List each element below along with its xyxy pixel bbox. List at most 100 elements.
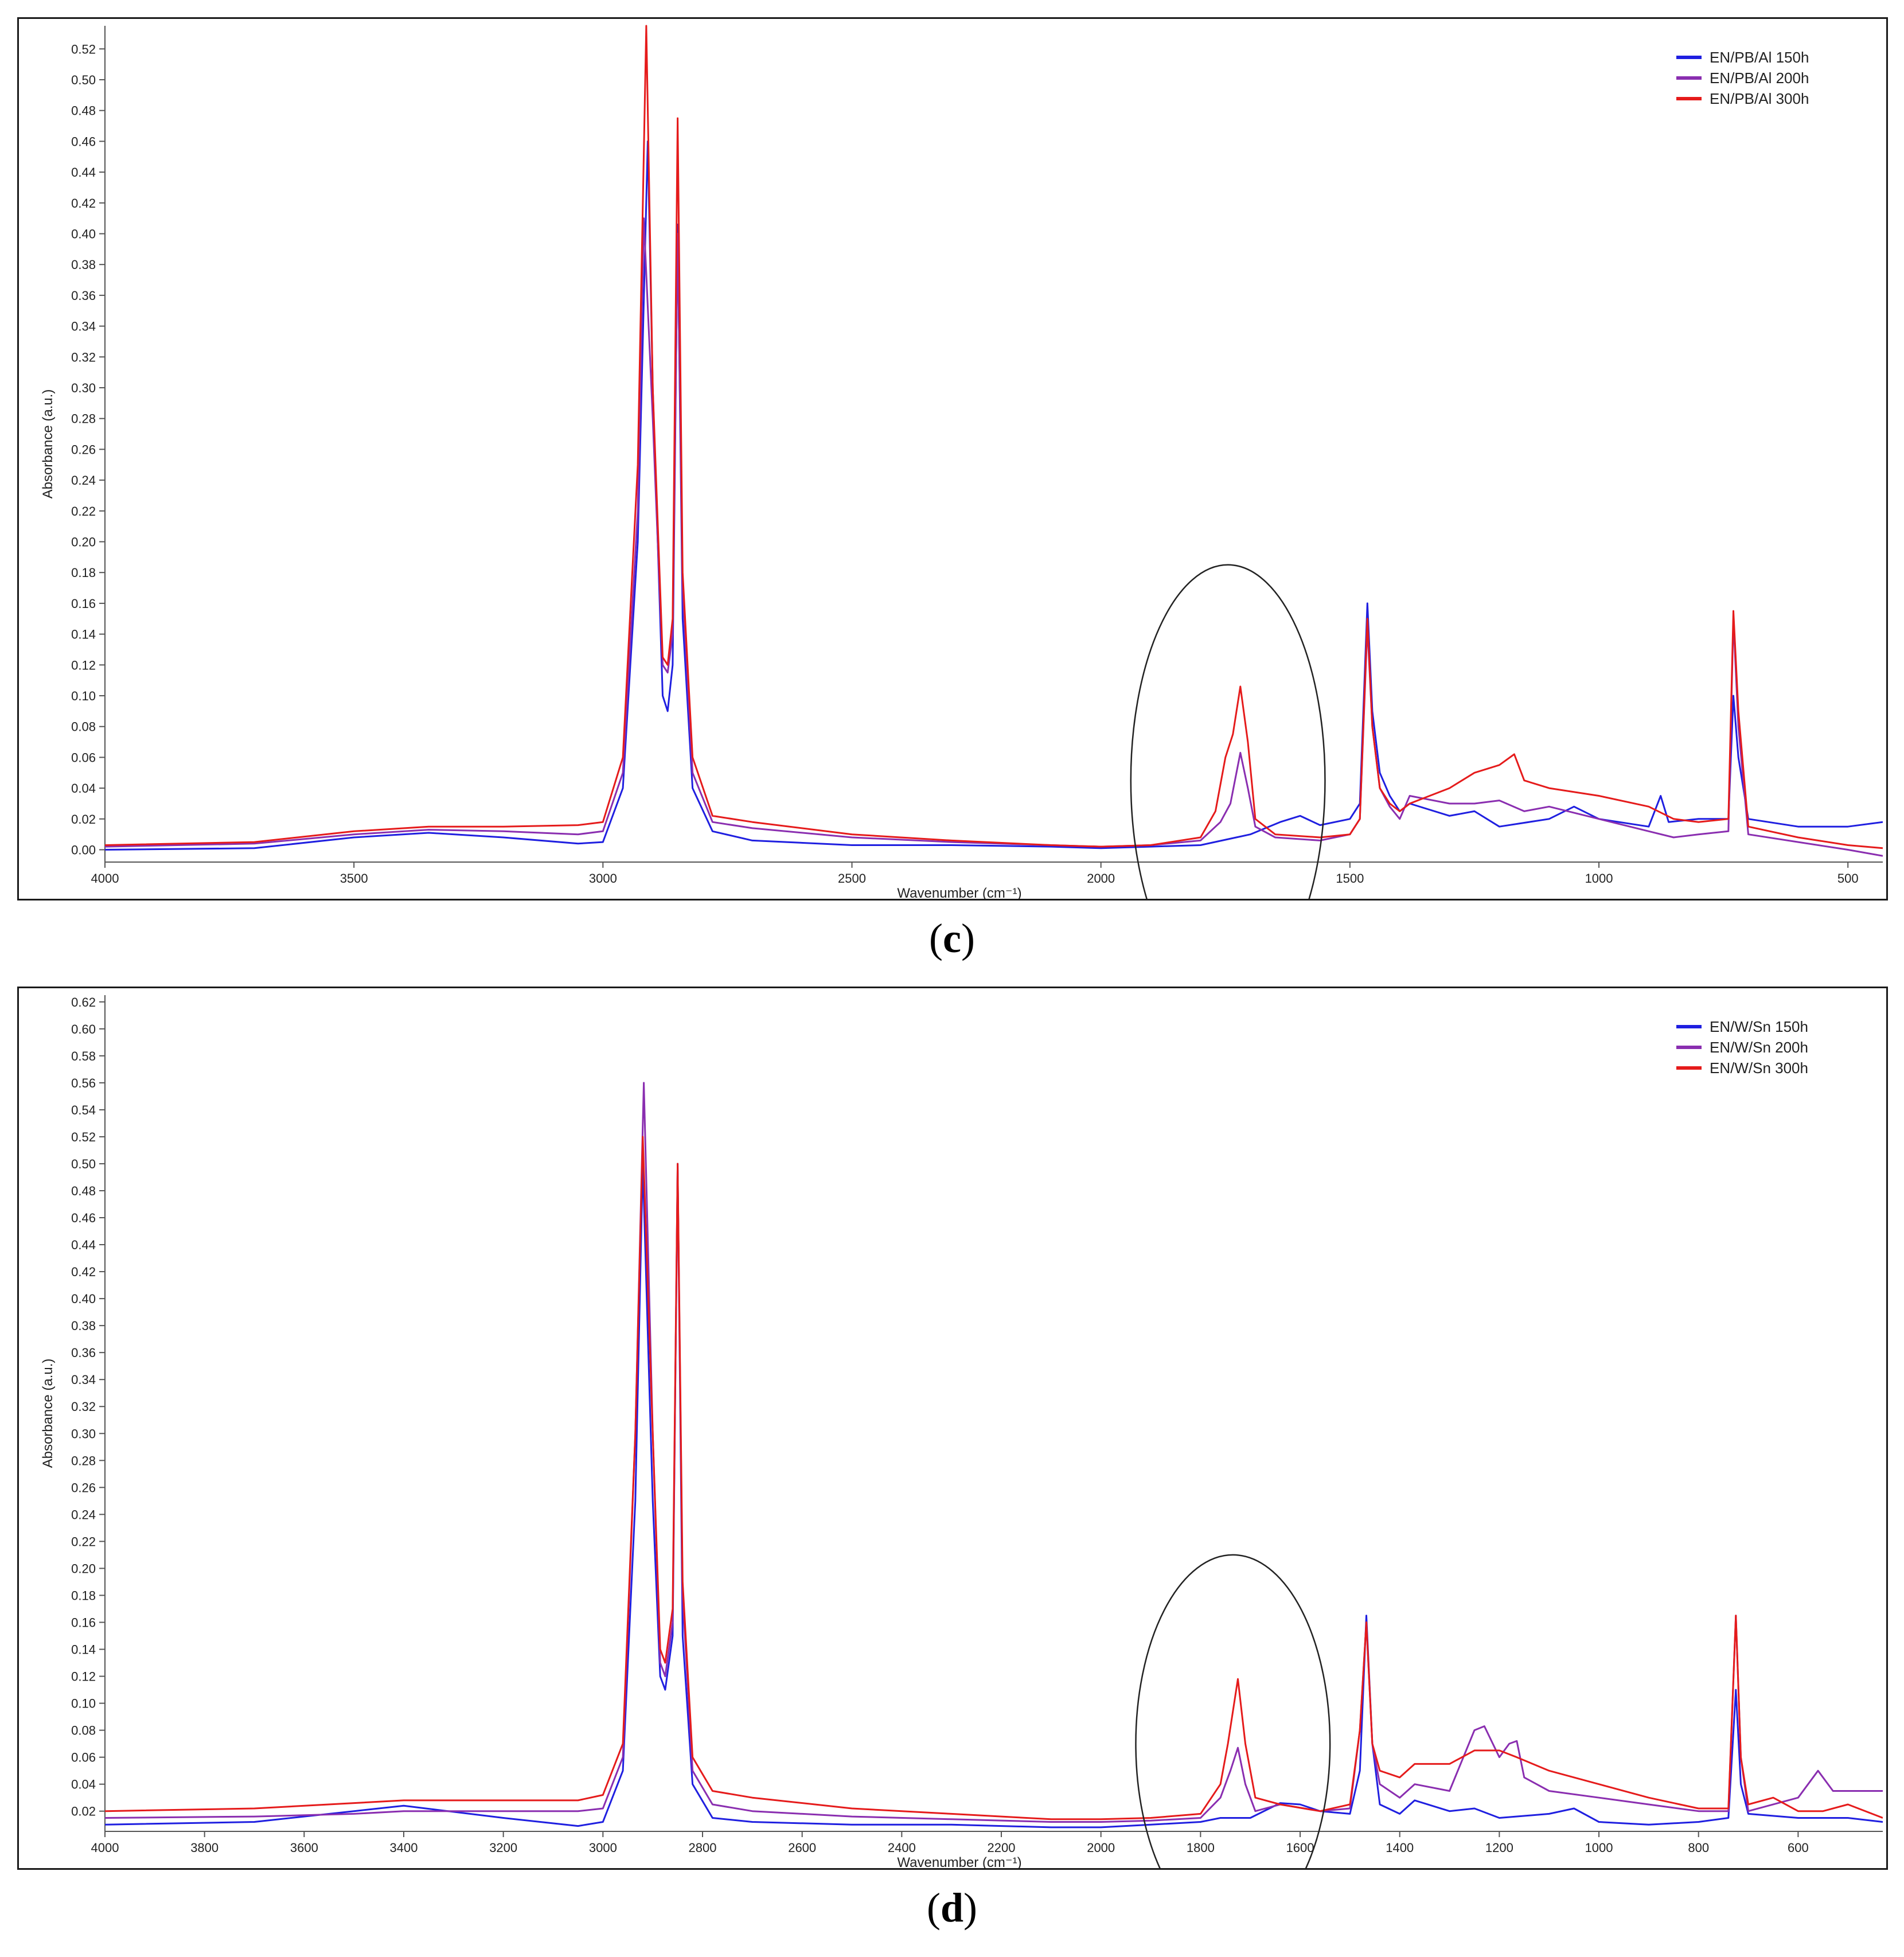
y-tick-label: 0.32: [71, 1399, 96, 1414]
y-tick-label: 0.18: [71, 566, 96, 580]
y-tick-label: 0.42: [71, 1265, 96, 1279]
label-open-d: (: [926, 1885, 941, 1931]
x-tick-label: 800: [1688, 1841, 1709, 1855]
label-letter-c: c: [943, 915, 961, 961]
y-tick-label: 0.60: [71, 1022, 96, 1036]
y-tick-label: 0.06: [71, 1751, 96, 1765]
y-tick-label: 0.12: [71, 658, 96, 672]
y-tick-label: 0.24: [71, 473, 96, 488]
y-tick-label: 0.32: [71, 350, 96, 364]
panel-label-c: (c): [0, 915, 1904, 962]
y-tick-label: 0.14: [71, 627, 96, 642]
label-close-d: ): [963, 1885, 977, 1931]
ftir-chart-c: 0.00 0.02 0.04 0.06 0.08 0.10 0.12 0.14 0.16 0.18…: [40, 25, 1883, 899]
label-letter-d: d: [940, 1885, 964, 1931]
y-tick-label: 0.44: [71, 1238, 96, 1252]
y-tick-label: 0.42: [71, 196, 96, 210]
y-tick-label: 0.36: [71, 1346, 96, 1360]
y-tick-label: 0.34: [71, 1373, 96, 1387]
y-tick-label: 0.12: [71, 1670, 96, 1684]
y-tick-label: 0.58: [71, 1049, 96, 1063]
y-tick-label: 0.52: [71, 42, 96, 56]
series-line-3: [105, 25, 1883, 849]
x-tick-label: 500: [1837, 871, 1859, 886]
y-tick-label: 0.26: [71, 1480, 96, 1495]
label-close-c: ): [961, 915, 975, 961]
y-tick-label: 0.48: [71, 104, 96, 118]
x-tick-label: 1000: [1585, 1841, 1613, 1855]
y-axis-title: Absorbance (a.u.): [40, 389, 56, 499]
y-tick-label: 0.36: [71, 289, 96, 303]
y-tick-label: 0.56: [71, 1076, 96, 1090]
series-line-1: [105, 1163, 1883, 1829]
x-tick-label: 3500: [340, 871, 368, 886]
x-tick-label: 600: [1788, 1841, 1809, 1855]
y-tick-label: 0.50: [71, 73, 96, 87]
y-tick-label: 0.52: [71, 1130, 96, 1144]
x-tick-label: 3000: [589, 871, 617, 886]
y-tick-label: 0.22: [71, 504, 96, 519]
x-tick-label: 3000: [589, 1841, 617, 1855]
chart-panel-c: 0.00 0.02 0.04 0.06 0.08 0.10 0.12 0.14 0.16 0.18…: [17, 17, 1888, 900]
y-tick-label: 0.10: [71, 1697, 96, 1711]
y-tick-label: 0.04: [71, 1777, 96, 1792]
y-tick-label: 0.20: [71, 535, 96, 549]
y-tick-label: 0.14: [71, 1643, 96, 1657]
x-tick-label: 3400: [390, 1841, 418, 1855]
y-tick-label: 0.28: [71, 412, 96, 426]
series-line-2: [105, 217, 1883, 857]
y-tick-label: 0.46: [71, 1211, 96, 1225]
legend-entry-3: EN/PB/Al 300h: [1710, 90, 1809, 107]
y-tick-label: 0.40: [71, 227, 96, 241]
y-tick-label: 0.30: [71, 1426, 96, 1441]
y-tick-label: 0.16: [71, 597, 96, 611]
y-tick-label: 0.20: [71, 1561, 96, 1576]
y-tick-label: 0.16: [71, 1616, 96, 1630]
label-open-c: (: [929, 915, 943, 961]
y-tick-label: 0.02: [71, 1804, 96, 1819]
x-tick-label: 2600: [788, 1841, 816, 1855]
y-tick-label: 0.38: [71, 1319, 96, 1333]
x-tick-label: 3600: [290, 1841, 318, 1855]
panel-label-d: (d): [0, 1884, 1904, 1932]
x-tick-label: 1800: [1187, 1841, 1215, 1855]
y-tick-label: 0.26: [71, 442, 96, 457]
x-axis-title: Wavenumber (cm⁻¹): [897, 886, 1021, 899]
y-tick-label: 0.06: [71, 750, 96, 765]
y-tick-label: 0.46: [71, 134, 96, 149]
legend-entry-2: EN/W/Sn 200h: [1710, 1039, 1808, 1056]
y-axis-title: Absorbance (a.u.): [40, 1359, 56, 1468]
y-tick-label: 0.24: [71, 1507, 96, 1522]
x-tick-label: 1600: [1286, 1841, 1314, 1855]
x-tick-label: 1000: [1585, 871, 1613, 886]
y-tick-label: 0.44: [71, 165, 96, 180]
x-tick-label: 3200: [489, 1841, 517, 1855]
series-line-3: [105, 1136, 1883, 1820]
x-tick-label: 2800: [689, 1841, 717, 1855]
legend-entry-3: EN/W/Sn 300h: [1710, 1059, 1808, 1077]
y-tick-label: 0.08: [71, 720, 96, 734]
y-tick-label: 0.04: [71, 781, 96, 796]
y-tick-label: 0.48: [71, 1184, 96, 1198]
series-line-2: [105, 1082, 1883, 1823]
y-tick-label: 0.40: [71, 1292, 96, 1306]
x-tick-label: 1500: [1336, 871, 1364, 886]
x-tick-label: 2000: [1087, 871, 1115, 886]
y-tick-label: 0.00: [71, 843, 96, 857]
x-tick-label: 2200: [988, 1841, 1016, 1855]
series-line-1: [105, 140, 1883, 851]
y-tick-label: 0.02: [71, 812, 96, 827]
x-tick-label: 1200: [1485, 1841, 1513, 1855]
y-tick-label: 0.18: [71, 1588, 96, 1603]
y-tick-label: 0.08: [71, 1724, 96, 1738]
chart-panel-d: 0.02 0.04 0.06 0.08 0.10 0.12 0.14 0.16 0.18 0.20…: [17, 987, 1888, 1870]
y-tick-label: 0.54: [71, 1103, 96, 1117]
legend-entry-1: EN/PB/Al 150h: [1710, 49, 1809, 66]
y-tick-label: 0.28: [71, 1453, 96, 1468]
legend-entry-1: EN/W/Sn 150h: [1710, 1018, 1808, 1035]
y-tick-label: 0.62: [71, 995, 96, 1009]
y-tick-label: 0.10: [71, 689, 96, 703]
y-tick-label: 0.22: [71, 1534, 96, 1549]
y-tick-label: 0.30: [71, 381, 96, 395]
x-tick-label: 2000: [1087, 1841, 1115, 1855]
